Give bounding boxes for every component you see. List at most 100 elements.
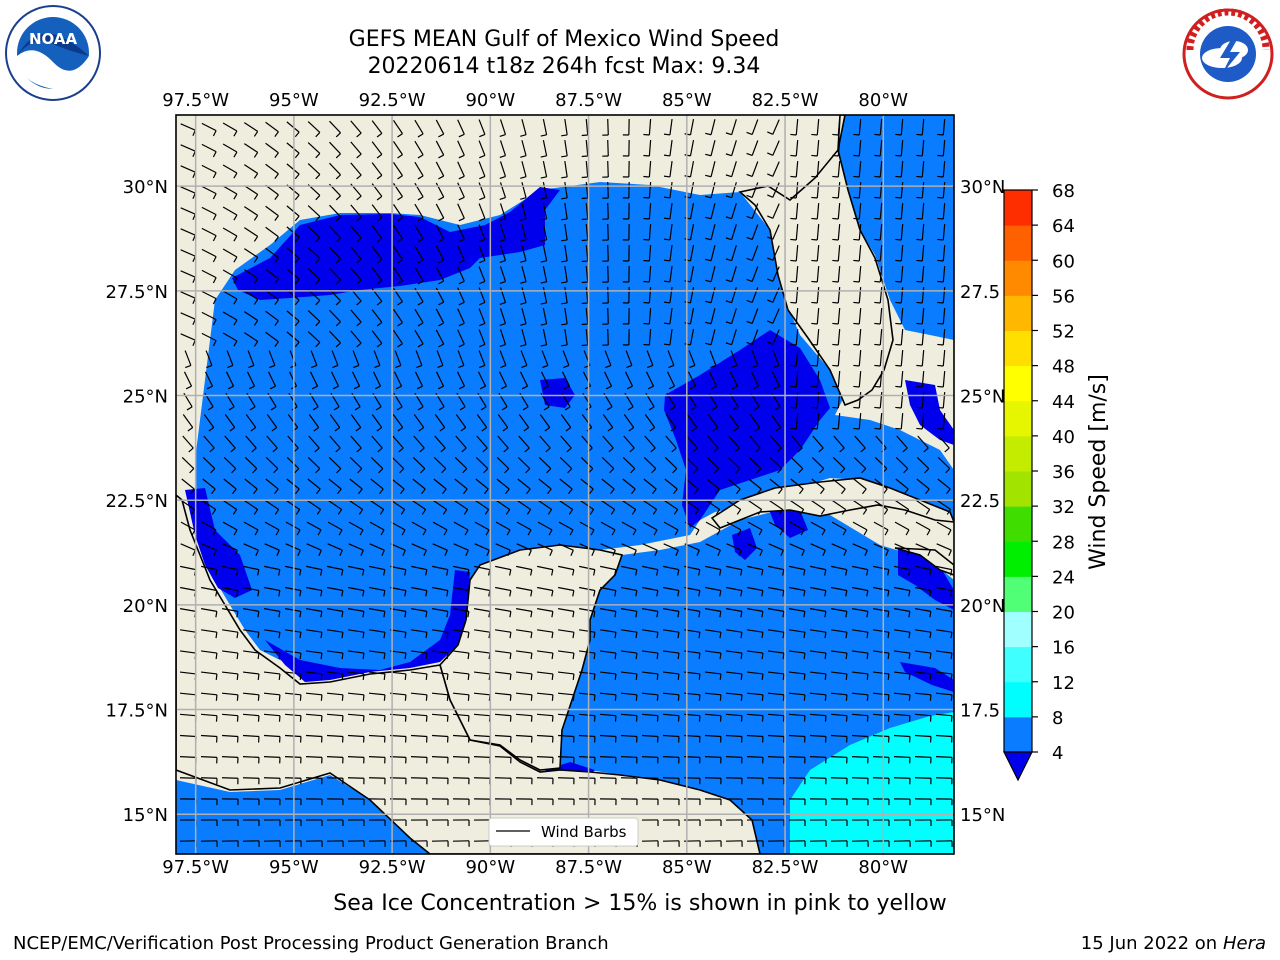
wind-barb (559, 478, 573, 495)
wind-barb (790, 286, 799, 304)
wind-barb (810, 521, 826, 536)
wind-barb (561, 139, 568, 158)
wind-barb (916, 118, 925, 136)
wind-barb (431, 819, 449, 826)
wind-barb (769, 500, 784, 515)
wind-barb (642, 629, 659, 639)
wind-barb (771, 371, 781, 390)
wind-barb (520, 308, 527, 326)
wind-barb (914, 798, 932, 806)
wind-barb (263, 756, 281, 764)
wind-barb (393, 120, 403, 138)
wind-barb (704, 798, 722, 806)
wind-barb (746, 756, 764, 764)
wind-barb (368, 756, 386, 764)
wind-barb (371, 414, 383, 432)
wind-barb (200, 840, 218, 847)
wind-barb (370, 457, 384, 474)
wind-barb (201, 332, 217, 347)
wind-barb (537, 629, 554, 639)
wind-barb (768, 521, 784, 536)
wind-barb (520, 245, 527, 263)
title-line-1: GEFS MEAN Gulf of Mexico Wind Speed (348, 27, 780, 52)
wind-barb (645, 371, 655, 390)
wind-barb (749, 414, 761, 432)
wind-barb (833, 435, 845, 453)
wind-barb (222, 206, 238, 221)
wind-barb (203, 414, 215, 432)
wind-barb (812, 435, 824, 453)
wind-barb (937, 307, 946, 325)
wind-barb (368, 692, 386, 701)
wind-barb (725, 140, 737, 157)
wind-barb (937, 160, 946, 178)
wind-barb (347, 798, 365, 806)
wind-barb (495, 565, 512, 576)
wind-barb (538, 500, 553, 515)
wind-barb (809, 756, 827, 764)
wind-barb (602, 160, 609, 178)
wind-barb (305, 713, 323, 722)
wind-barb (665, 435, 677, 453)
wind-barb (499, 266, 507, 285)
wind-barb (704, 756, 722, 764)
wind-barb (457, 182, 465, 201)
wind-barb (201, 586, 218, 597)
wind-barb (201, 565, 218, 576)
wind-barb (541, 350, 549, 369)
wind-barb (600, 521, 616, 536)
wind-barb (581, 223, 589, 242)
wind-barb (725, 671, 743, 680)
wind-barb (750, 371, 760, 390)
wind-barb (347, 840, 365, 847)
wind-barb (916, 223, 925, 241)
wind-barb (663, 608, 680, 618)
wind-barb (351, 371, 361, 390)
wind-barb (789, 543, 805, 556)
wind-barb (811, 286, 820, 304)
wind-barb (620, 798, 638, 806)
wind-barb (662, 650, 680, 660)
lat-label-right: 20°N (960, 596, 1005, 617)
wind-barb (347, 819, 365, 826)
wind-barb (221, 798, 239, 806)
wind-barb (411, 543, 427, 556)
wind-barb (390, 543, 406, 556)
wind-barb (393, 330, 403, 348)
wind-barb (453, 543, 469, 556)
wind-barb (373, 350, 381, 369)
wind-barb (411, 521, 427, 536)
wind-barb (641, 713, 659, 722)
lat-label-left: 25°N (123, 387, 168, 408)
wind-barb (410, 692, 428, 701)
wind-barb (348, 521, 364, 536)
wind-barb (495, 608, 512, 618)
florida-land (738, 115, 894, 407)
wind-barb (895, 181, 904, 199)
lon-label-bottom: 97.5°W (162, 857, 229, 878)
wind-barb (873, 629, 890, 639)
wind-barb (266, 414, 278, 432)
wind-barb (916, 500, 931, 515)
wind-barb (286, 226, 300, 243)
title-line-2: 20220614 t18z 264h fcst Max: 9.34 (367, 54, 761, 79)
wind-barb (830, 692, 848, 701)
wind-barb (200, 713, 218, 722)
wind-barb (622, 118, 630, 136)
wind-barb (746, 671, 764, 680)
lat-label-left: 17.5°N (105, 701, 168, 722)
wind-barb (457, 140, 465, 159)
wind-barb (305, 777, 323, 785)
wind-barb (895, 391, 904, 409)
wind-barb (410, 819, 428, 826)
wind-barb (790, 265, 799, 283)
wind-barb (705, 140, 716, 157)
wind-barb (832, 500, 847, 515)
wind-barb (830, 798, 848, 806)
wind-barb (725, 756, 743, 764)
wind-barb (767, 840, 785, 847)
wind-barb (642, 608, 659, 618)
colorbar-segment (1004, 435, 1032, 472)
wind-barb (536, 777, 554, 785)
wind-barb (599, 777, 617, 785)
